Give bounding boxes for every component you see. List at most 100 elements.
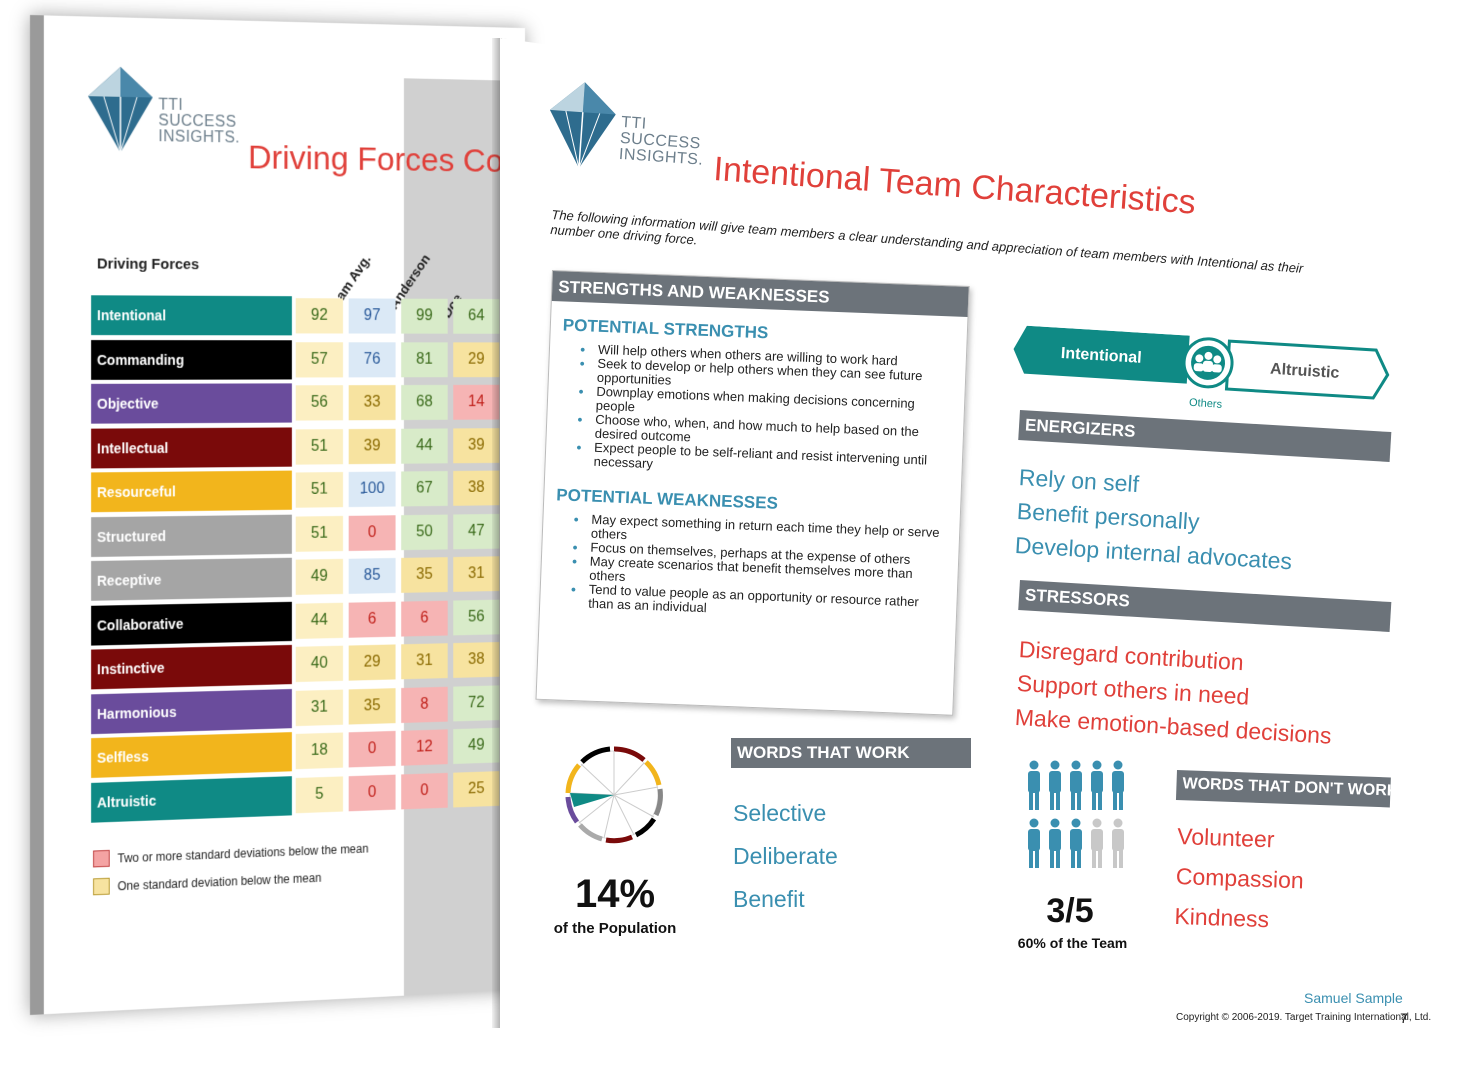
table-cell: 0 xyxy=(401,772,448,809)
table-cell: 44 xyxy=(295,602,344,639)
driving-force-label: Commanding xyxy=(91,339,292,380)
person-icon xyxy=(1028,760,1040,810)
table-cell: 40 xyxy=(295,645,344,683)
legend-item: Two or more standard deviations below th… xyxy=(93,840,369,868)
table-cell: 49 xyxy=(295,558,344,595)
driving-force-label: Instinctive xyxy=(91,644,292,690)
table-cell: 0 xyxy=(348,730,396,768)
logo-line-3: INSIGHTS. xyxy=(158,128,240,147)
spectrum-right-arrow xyxy=(1224,339,1390,400)
driving-force-label: Altruistic xyxy=(91,775,292,823)
person-icon xyxy=(1112,760,1124,810)
legend-swatch-yellow xyxy=(93,877,110,896)
word-item: Benefit xyxy=(733,886,805,912)
tti-logo: TTI SUCCESS INSIGHTS. xyxy=(88,66,240,154)
driving-force-label: Resourceful xyxy=(91,470,292,513)
table-cell: 56 xyxy=(295,385,344,421)
weaknesses-list: May expect something in return each time… xyxy=(570,512,949,624)
table-row: Objective 56 33 68 14 xyxy=(91,383,500,424)
person-icon xyxy=(1049,818,1061,868)
word-item: Kindness xyxy=(1174,902,1270,933)
table-cell: 0 xyxy=(348,514,396,551)
logo-line-3: INSIGHTS. xyxy=(618,145,704,169)
driving-force-label: Intentional xyxy=(91,295,292,336)
table-cell: 18 xyxy=(295,732,344,770)
word-item: Deliberate xyxy=(733,843,838,869)
table-row: Commanding 57 76 81 29 xyxy=(91,339,500,380)
footer-copyright: Copyright © 2006-2019. Target Training I… xyxy=(1176,1012,1432,1023)
table-cell: 44 xyxy=(401,427,448,464)
spectrum-right-label: Altruistic xyxy=(1270,361,1340,382)
tti-logo: TTI SUCCESS INSIGHTS. xyxy=(546,80,708,177)
word-item: Selective xyxy=(733,800,827,826)
table-cell: 31 xyxy=(401,643,448,680)
population-wheel-icon xyxy=(565,746,663,844)
back-page-driving-forces: TTI SUCCESS INSIGHTS. Driving Forces Co … xyxy=(30,15,526,1015)
table-cell: 99 xyxy=(401,298,448,334)
driving-force-label: Structured xyxy=(91,514,292,557)
driving-forces-table: Intentional 92 97 99 64 Commanding 57 76 81 29 Obj… xyxy=(44,15,525,823)
spectrum-center-label: Others xyxy=(1189,397,1223,411)
words-that-work-list: Selective Deliberate Benefit xyxy=(733,792,838,921)
page-edge-shadow xyxy=(492,38,502,1028)
table-cell: 39 xyxy=(348,428,396,464)
intentional-altruistic-spectrum: Intentional Altruistic Others xyxy=(1013,325,1390,411)
team-people-icons xyxy=(1028,760,1124,868)
diamond-logo-icon xyxy=(88,66,153,153)
diamond-logo-icon xyxy=(549,82,616,169)
table-cell: 57 xyxy=(295,341,344,378)
legend-text: Two or more standard deviations below th… xyxy=(117,841,369,865)
driving-force-label: Intellectual xyxy=(91,426,292,468)
team-label: 60% of the Team xyxy=(1017,935,1128,951)
table-row: Intentional 92 97 99 64 xyxy=(91,295,500,336)
person-icon xyxy=(1070,818,1082,868)
table-cell: 76 xyxy=(348,341,396,377)
table-cell: 12 xyxy=(401,729,448,766)
person-icon xyxy=(1112,818,1124,868)
table-row: Structured 51 0 50 47 xyxy=(91,511,500,557)
legend-item: One standard deviation below the mean xyxy=(93,869,322,896)
strengths-list: Will help others when others are willing… xyxy=(575,342,956,482)
footer-name: Samuel Sample xyxy=(1304,990,1403,1006)
table-cell: 85 xyxy=(348,557,396,594)
legend-text: One standard deviation below the mean xyxy=(117,870,322,893)
table-cell: 35 xyxy=(348,687,396,725)
driving-forces-header: Driving Forces xyxy=(96,255,200,274)
population-label: of the Population xyxy=(553,920,677,937)
person-icon xyxy=(1091,818,1103,868)
person-icon xyxy=(1028,818,1040,868)
spectrum-left-arrow xyxy=(1013,325,1190,384)
table-cell: 92 xyxy=(295,298,344,334)
team-ratio: 3/5 xyxy=(1046,892,1094,930)
word-item: Compassion xyxy=(1175,862,1305,894)
driving-force-label: Receptive xyxy=(91,557,292,601)
table-cell: 35 xyxy=(401,557,448,593)
person-icon xyxy=(1070,760,1082,810)
table-cell: 6 xyxy=(401,600,448,637)
table-cell: 68 xyxy=(401,384,448,421)
table-row: Receptive 49 85 35 31 xyxy=(91,554,500,601)
legend-swatch-red xyxy=(93,849,110,868)
driving-force-label: Selfless xyxy=(91,732,292,778)
table-cell: 67 xyxy=(401,471,448,507)
population-percent: 14% xyxy=(574,872,656,916)
person-icon xyxy=(1049,760,1061,810)
table-cell: 31 xyxy=(295,689,344,726)
spectrum-left-label: Intentional xyxy=(1060,345,1142,367)
table-cell: 6 xyxy=(348,601,396,638)
words-that-work-header: WORDS THAT WORK xyxy=(731,738,971,768)
footer-page-number: 7 xyxy=(1400,1010,1408,1026)
table-row: Intellectual 51 39 44 39 xyxy=(91,426,500,468)
table-cell: 100 xyxy=(348,471,396,508)
table-cell: 97 xyxy=(348,298,396,334)
strengths-weaknesses-box: STRENGTHS AND WEAKNESSES POTENTIAL STREN… xyxy=(535,270,970,716)
driving-force-label: Objective xyxy=(91,383,292,424)
driving-force-label: Collaborative xyxy=(91,601,292,646)
stressors-list: Disregard contribution Support others in… xyxy=(1014,632,1337,753)
table-cell: 33 xyxy=(348,385,396,421)
table-cell: 5 xyxy=(295,775,344,813)
table-cell: 0 xyxy=(348,774,396,811)
table-cell: 50 xyxy=(401,514,448,550)
table-cell: 8 xyxy=(401,686,448,723)
table-cell: 51 xyxy=(295,428,344,465)
